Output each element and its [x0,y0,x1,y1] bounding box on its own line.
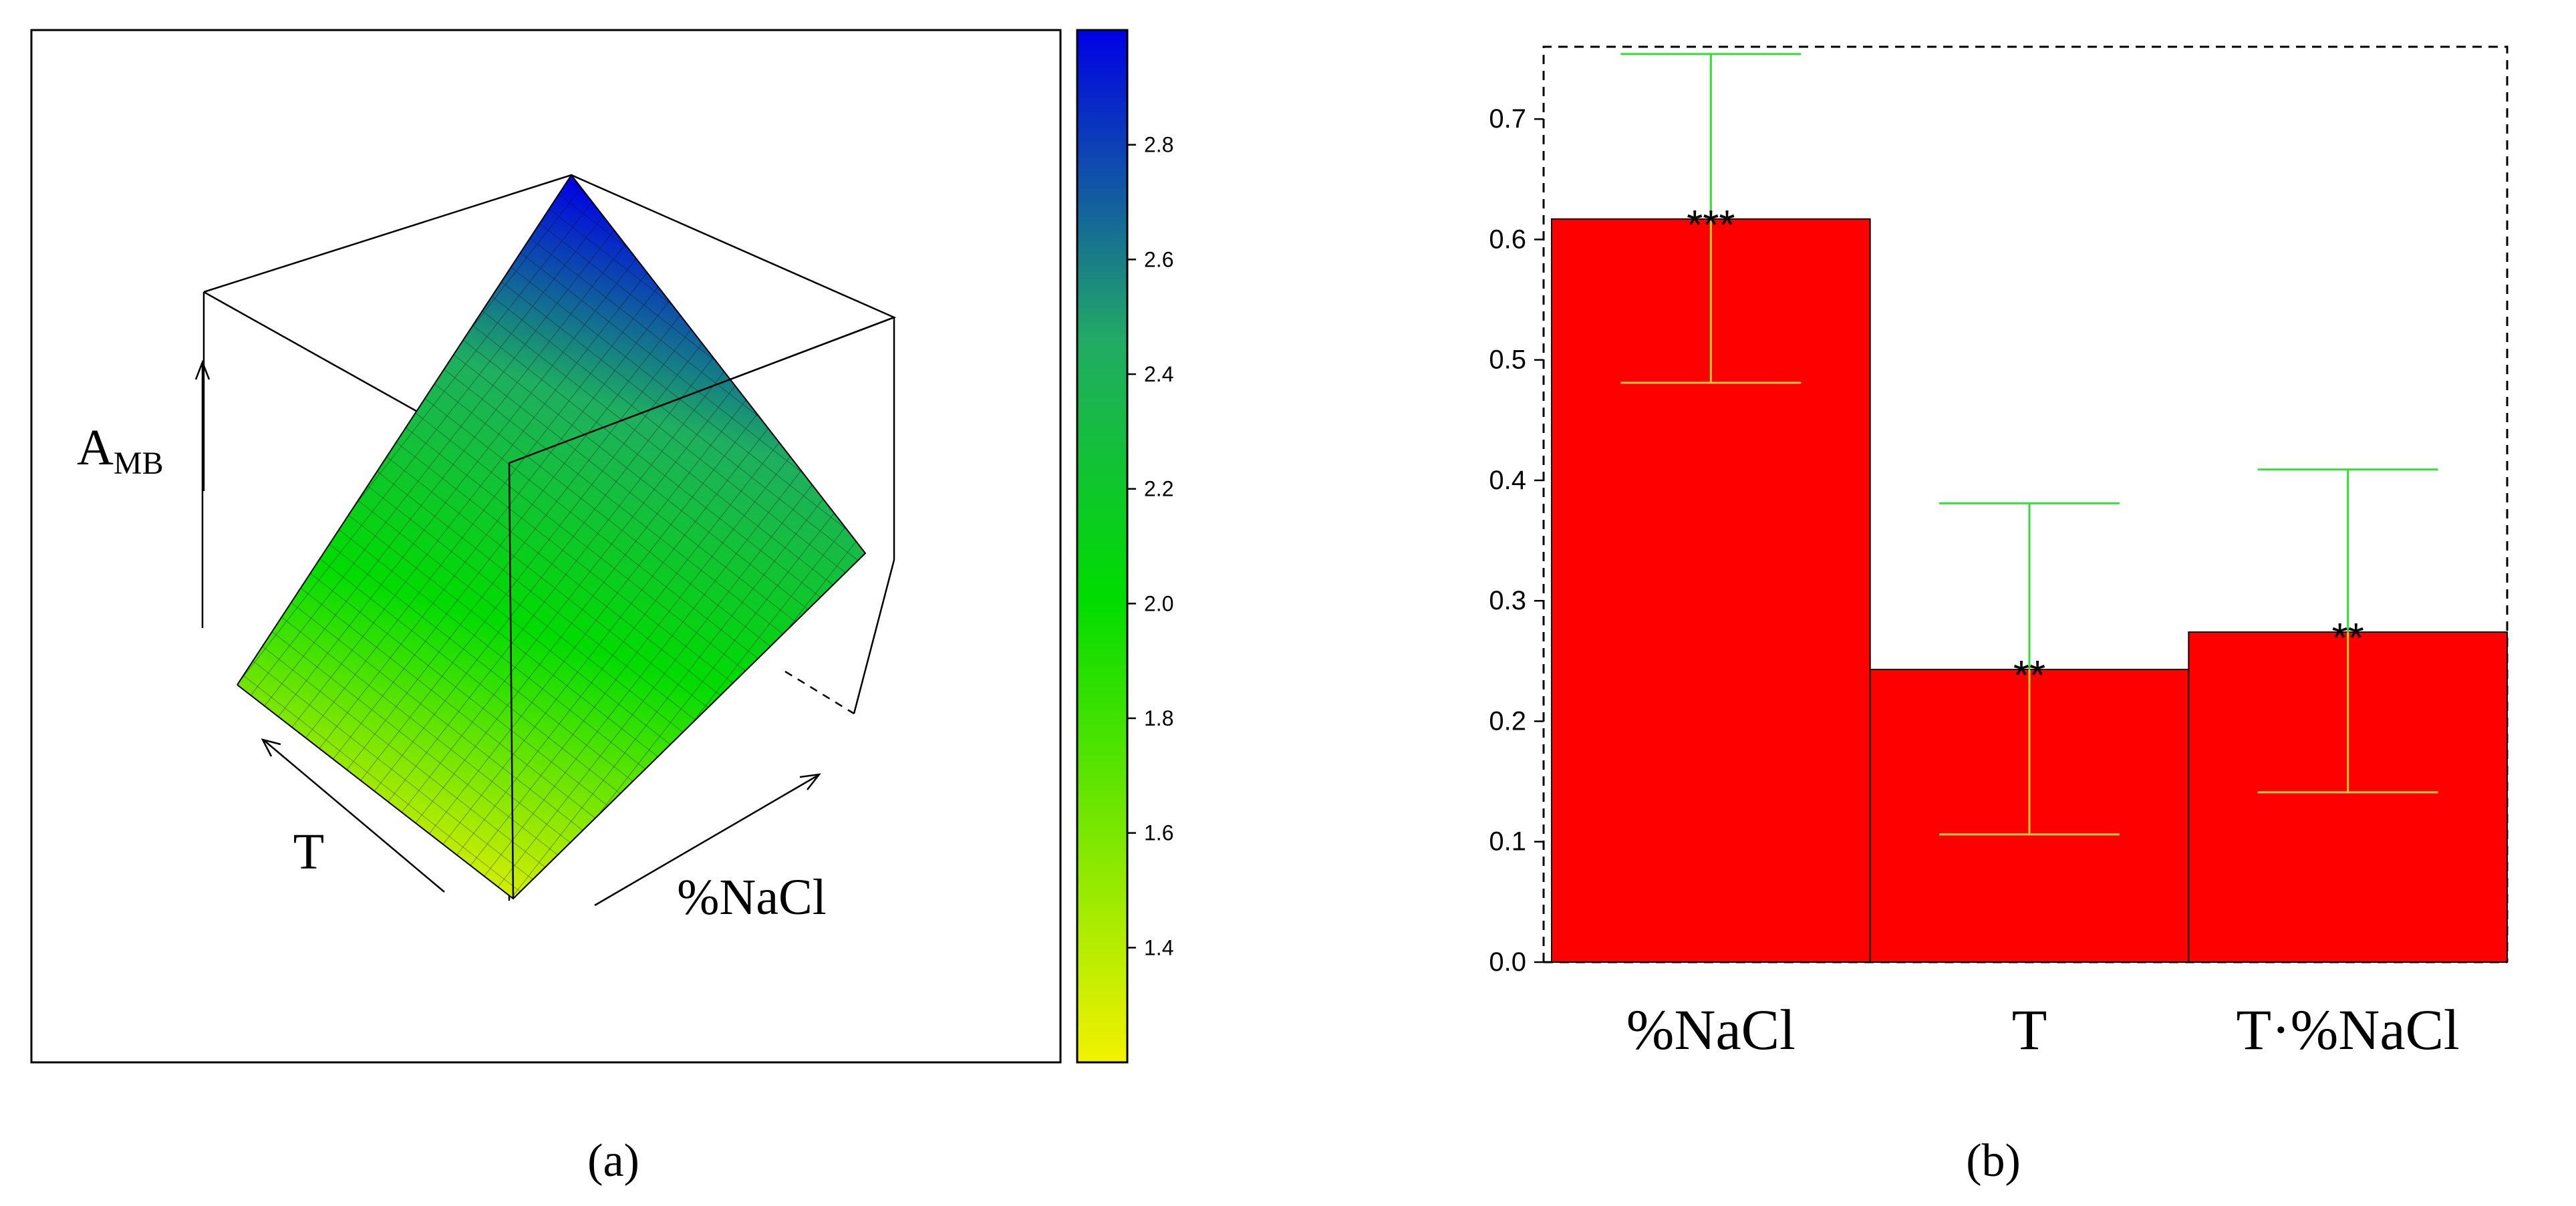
box-hidden-edge [784,670,855,715]
z-axis-label: AMB [77,420,164,481]
y-tick-label: 0.1 [1489,827,1526,857]
y-tick-label: 0.6 [1489,224,1526,254]
category-label: %NaCl [1626,998,1796,1062]
y-tick-label: 0.4 [1489,466,1526,495]
panel-label-b: (b) [1966,1135,2021,1187]
surface-edge [237,174,867,900]
y-axis-label: %NaCl [677,869,827,925]
colorbar-tick-label: 2.6 [1144,247,1173,271]
y-tick-label: 0.7 [1489,104,1526,134]
surface-plot-frame [30,29,1062,1064]
y-tick-label: 0.5 [1489,345,1526,375]
colorbar [1076,29,1129,1064]
category-label: T·%NaCl [2236,998,2459,1062]
colorbar-tick-label: 2.0 [1144,591,1173,615]
colorbar-tick-label: 2.2 [1144,477,1173,501]
colorbar-tick-label: 1.6 [1144,821,1173,845]
y-tick-label: 0.2 [1489,706,1526,736]
axis-arrows [194,359,821,907]
bar-panel: 0.0 0.1 0.2 0.3 0.4 0.5 0.6 0.7 *** %NaCl ** T ** T·… [1489,45,2509,1062]
panel-label-a: (a) [587,1135,639,1187]
colorbar-tick-label: 2.8 [1144,133,1173,157]
significance-label: ** [2332,615,2364,661]
colorbar-tick-label: 1.8 [1144,706,1173,730]
surface-panel: AMB T %NaCl 1.4 1.6 1.8 2.0 2.2 2.4 2.6 2.8 [30,29,1173,1064]
colorbar-tick-label: 1.4 [1144,935,1173,959]
colorbar-tick-label: 2.4 [1144,362,1173,386]
bars: *** %NaCl ** T ** T·%NaCl [1551,53,2508,1062]
bar-plot-frame [1542,45,2509,962]
y-tick-label: 0.3 [1489,586,1526,615]
significance-label: *** [1687,202,1735,249]
significance-label: ** [2013,653,2045,699]
bounding-box-front [508,316,895,899]
y-tick-label: 0.0 [1489,947,1526,977]
category-label: T [2012,998,2047,1062]
surface-mesh [237,175,865,899]
y-axis: 0.0 0.1 0.2 0.3 0.4 0.5 0.6 0.7 [1489,104,1544,977]
colorbar-ticks: 1.4 1.6 1.8 2.0 2.2 2.4 2.6 2.8 [1127,133,1173,959]
x-axis-label: T [293,824,324,880]
